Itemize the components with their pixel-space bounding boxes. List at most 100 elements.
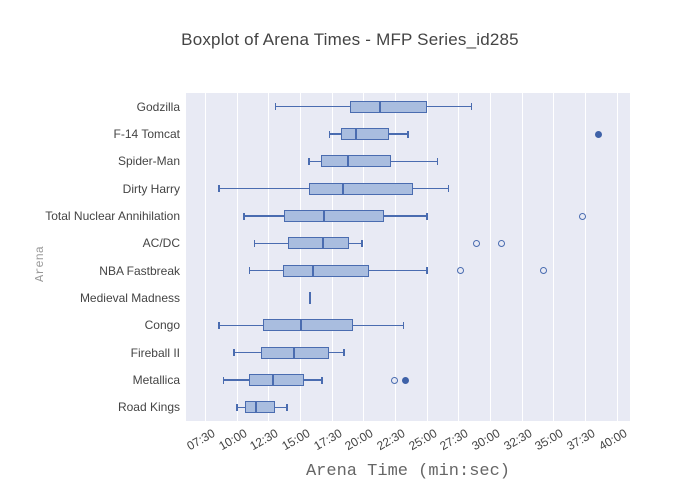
whisker-cap-high[interactable]	[426, 212, 428, 220]
x-gridline	[616, 93, 618, 421]
x-gridline	[331, 93, 333, 421]
y-tick-label: Spider-Man	[117, 154, 180, 169]
y-tick-label: Total Nuclear Annihilation	[45, 209, 180, 223]
whisker-cap-low[interactable]	[218, 185, 220, 193]
whisker-low[interactable]	[236, 406, 245, 409]
whisker-high[interactable]	[391, 160, 439, 163]
median-line[interactable]	[255, 401, 258, 414]
x-gridline	[521, 93, 523, 421]
box-spider-man[interactable]	[320, 155, 391, 168]
whisker-cap-low[interactable]	[236, 403, 238, 411]
whisker-high[interactable]	[426, 105, 473, 108]
median-line[interactable]	[323, 210, 326, 222]
whisker-low[interactable]	[218, 324, 264, 327]
median-line[interactable]	[312, 264, 315, 277]
whisker-low[interactable]	[222, 379, 250, 381]
x-gridline	[585, 93, 587, 421]
outlier-point[interactable]	[539, 267, 547, 275]
whisker-cap-high[interactable]	[470, 103, 473, 111]
box-dirty-harry[interactable]	[309, 182, 413, 195]
whisker-low[interactable]	[328, 133, 341, 135]
whisker-cap-high[interactable]	[402, 321, 405, 329]
whisker-high[interactable]	[412, 187, 450, 190]
whisker-cap-low[interactable]	[222, 376, 225, 384]
whisker-low[interactable]	[253, 242, 288, 245]
y-tick-label: Fireball II	[130, 345, 180, 360]
outlier-point[interactable]	[390, 376, 398, 384]
whisker-high[interactable]	[348, 242, 363, 245]
whisker-cap-high[interactable]	[343, 349, 345, 357]
median-line[interactable]	[346, 155, 349, 168]
outlier-point[interactable]	[402, 376, 410, 384]
whisker-low[interactable]	[274, 105, 351, 108]
whisker-cap-high[interactable]	[361, 239, 363, 247]
whisker-low[interactable]	[308, 160, 321, 163]
median-line[interactable]	[322, 237, 325, 250]
x-gridline	[458, 93, 460, 421]
y-tick-label: AC/DC	[142, 236, 180, 251]
outlier-point[interactable]	[456, 267, 464, 275]
whisker-cap-low[interactable]	[328, 130, 331, 138]
y-tick-label: F-14 Tomcat	[113, 127, 180, 141]
whisker-cap-high[interactable]	[321, 376, 323, 384]
plot-area[interactable]	[186, 93, 630, 421]
whisker-high[interactable]	[275, 406, 288, 409]
box-road-kings[interactable]	[244, 401, 276, 414]
whisker-high[interactable]	[328, 351, 345, 354]
x-gridline	[395, 93, 396, 421]
whisker-high[interactable]	[384, 215, 428, 217]
whisker-cap-high[interactable]	[436, 157, 439, 165]
whisker-cap-high[interactable]	[447, 185, 450, 193]
median-line[interactable]	[342, 182, 345, 195]
box-medieval-madness[interactable]	[309, 292, 312, 304]
box-f-14-tomcat[interactable]	[340, 128, 390, 140]
whisker-cap-low[interactable]	[253, 239, 256, 247]
whisker-high[interactable]	[389, 133, 409, 135]
median-line[interactable]	[379, 100, 382, 113]
y-tick-label: Metallica	[132, 373, 180, 387]
box-metallica[interactable]	[249, 374, 305, 386]
whisker-low[interactable]	[233, 351, 261, 354]
x-gridline	[553, 93, 555, 421]
chart-title: Boxplot of Arena Times - MFP Series_id28…	[181, 30, 519, 49]
median-line[interactable]	[354, 128, 357, 140]
whisker-cap-low[interactable]	[308, 157, 310, 165]
x-tick-label: 07:30	[184, 426, 218, 454]
box-nba-fastbreak[interactable]	[282, 264, 370, 277]
y-tick-label: NBA Fastbreak	[99, 263, 180, 278]
whisker-cap-high[interactable]	[407, 130, 409, 138]
x-gridline	[268, 93, 270, 421]
box-ac-dc[interactable]	[287, 237, 349, 250]
whisker-high[interactable]	[304, 379, 323, 381]
whisker-cap-low[interactable]	[218, 321, 220, 329]
y-tick-label: Dirty Harry	[122, 181, 180, 196]
whisker-high[interactable]	[369, 269, 428, 272]
outlier-point[interactable]	[497, 239, 505, 247]
whisker-high[interactable]	[353, 324, 405, 327]
median-line[interactable]	[293, 346, 296, 359]
whisker-cap-low[interactable]	[243, 212, 245, 220]
x-gridline	[300, 93, 301, 421]
median-line[interactable]	[300, 319, 303, 332]
outlier-point[interactable]	[579, 212, 587, 220]
whisker-low[interactable]	[243, 215, 284, 217]
x-gridline	[363, 93, 365, 421]
outlier-point[interactable]	[473, 239, 481, 247]
box-godzilla[interactable]	[350, 100, 427, 113]
whisker-low[interactable]	[248, 269, 283, 272]
whisker-low[interactable]	[218, 187, 310, 190]
whisker-cap-low[interactable]	[233, 349, 235, 357]
whisker-cap-high[interactable]	[426, 267, 428, 275]
y-tick-label: Medieval Madness	[79, 291, 180, 305]
box-total-nuclear-annihilation[interactable]	[283, 210, 385, 222]
outlier-point[interactable]	[594, 130, 602, 138]
y-tick-label: Congo	[144, 318, 180, 333]
whisker-cap-high[interactable]	[286, 403, 288, 411]
whisker-cap-low[interactable]	[274, 103, 277, 111]
whisker-cap-low[interactable]	[248, 267, 251, 275]
y-tick-label: Godzilla	[136, 99, 180, 114]
y-tick-label: Road Kings	[117, 400, 180, 415]
box-congo[interactable]	[263, 319, 353, 332]
median-line[interactable]	[271, 374, 274, 386]
